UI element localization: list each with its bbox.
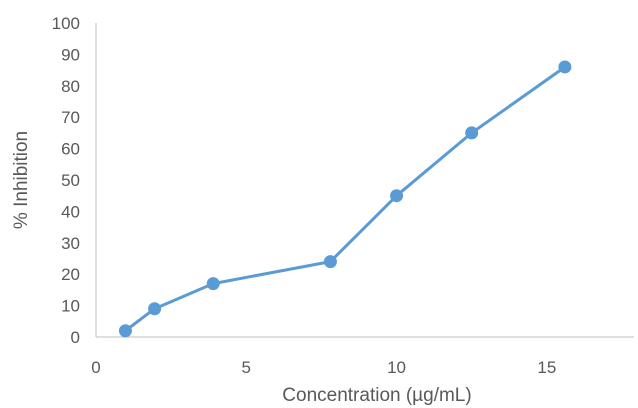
data-point: [390, 189, 403, 202]
series-layer: [119, 60, 571, 337]
x-tick-label: 15: [537, 358, 556, 377]
x-axis-ticks: 0 5 10 15: [91, 358, 556, 377]
x-axis-title: Concentration (µg/mL): [282, 385, 471, 406]
data-point: [465, 126, 478, 139]
y-tick-label: 70: [61, 108, 80, 127]
data-point: [148, 302, 161, 315]
y-tick-label: 90: [61, 45, 80, 64]
y-tick-label: 100: [52, 14, 80, 33]
y-axis-title: % Inhibition: [11, 131, 32, 229]
x-tick-label: 0: [91, 358, 100, 377]
data-point: [119, 324, 132, 337]
y-axis-ticks: 0 10 20 30 40 50 60 70 80 90 100: [52, 14, 80, 347]
y-tick-label: 40: [61, 202, 80, 221]
data-point: [558, 60, 571, 73]
series-line: [126, 67, 565, 331]
y-tick-label: 20: [61, 265, 80, 284]
y-tick-label: 50: [61, 171, 80, 190]
data-point: [207, 277, 220, 290]
x-tick-label: 5: [242, 358, 251, 377]
y-tick-label: 10: [61, 297, 80, 316]
y-tick-label: 80: [61, 77, 80, 96]
x-tick-label: 10: [387, 358, 406, 377]
y-tick-label: 30: [61, 234, 80, 253]
data-point: [324, 255, 337, 268]
y-tick-label: 0: [71, 328, 80, 347]
y-tick-label: 60: [61, 140, 80, 159]
